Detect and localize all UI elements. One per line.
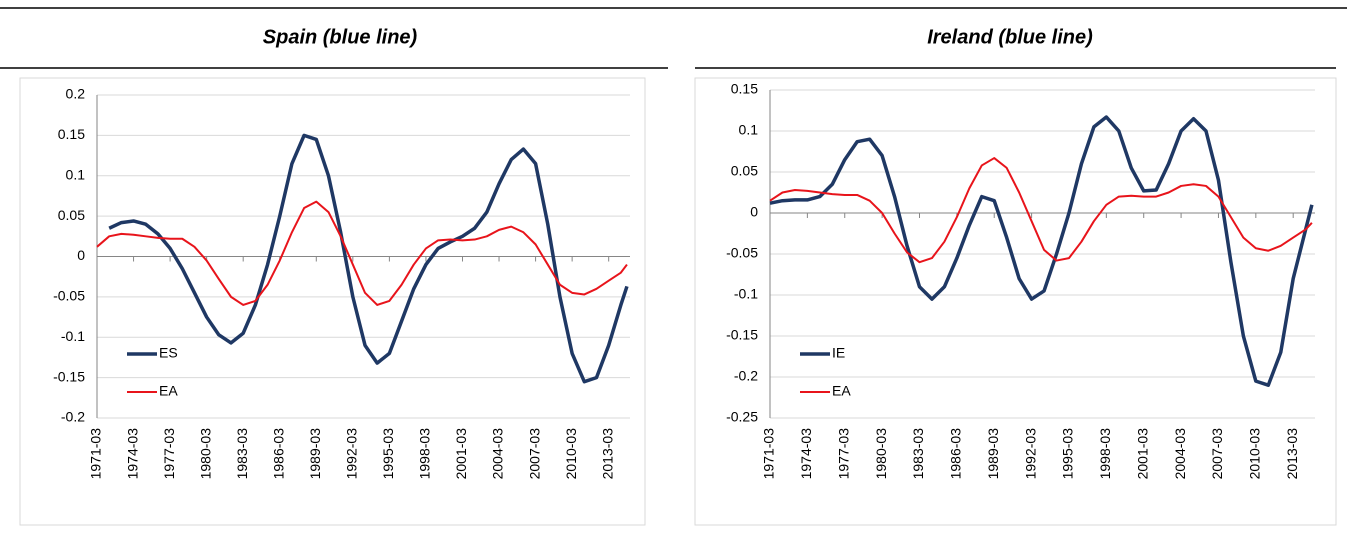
chart-title: Spain (blue line) [263,26,418,48]
y-tick-label: 0 [77,247,85,263]
x-tick-label: 2001-03 [453,428,469,480]
x-tick-label: 1995-03 [1060,428,1076,480]
x-tick-label: 2004-03 [490,428,506,480]
x-tick-label: 1980-03 [197,428,213,480]
y-tick-label: -0.05 [726,245,758,261]
y-tick-label: 0.05 [731,163,758,179]
x-tick-label: 2007-03 [1209,428,1225,480]
x-tick-label: 2007-03 [526,428,542,480]
y-tick-label: -0.15 [53,368,85,384]
x-tick-label: 1998-03 [1097,428,1113,480]
x-tick-label: 1977-03 [161,428,177,480]
y-tick-label: 0 [750,204,758,220]
x-tick-label: 1986-03 [270,428,286,480]
x-tick-label: 2001-03 [1134,428,1150,480]
y-tick-label: -0.2 [734,368,758,384]
x-tick-label: 1989-03 [307,428,323,480]
x-tick-label: 1983-03 [910,428,926,480]
x-tick-label: 1974-03 [124,428,140,480]
y-tick-label: 0.05 [58,207,85,223]
x-tick-label: 1992-03 [1022,428,1038,480]
y-tick-label: -0.25 [726,409,758,425]
chart-frame [694,77,1337,526]
series-line [96,200,628,306]
y-tick-label: 0.1 [739,122,759,138]
y-tick-label: 0.15 [58,126,85,142]
x-tick-label: 2013-03 [1284,428,1300,480]
series-line [769,157,1313,264]
legend-label: IE [832,345,845,361]
x-tick-label: 1974-03 [798,428,814,480]
legend-label: EA [832,383,851,399]
x-tick-label: 1977-03 [835,428,851,480]
y-tick-label: 0.15 [731,81,758,97]
x-tick-label: 1995-03 [380,428,396,480]
y-tick-label: -0.05 [53,288,85,304]
series-line [108,133,629,384]
x-tick-label: 2010-03 [563,428,579,480]
x-tick-label: 1971-03 [88,428,104,480]
x-tick-label: 1980-03 [873,428,889,480]
chart-title: Ireland (blue line) [927,26,1093,48]
series-line [769,115,1314,387]
x-tick-label: 2010-03 [1247,428,1263,480]
x-tick-label: 1986-03 [948,428,964,480]
x-tick-label: 2004-03 [1172,428,1188,480]
x-tick-label: 1989-03 [985,428,1001,480]
x-tick-label: 1998-03 [417,428,433,480]
y-tick-label: -0.1 [734,286,758,302]
y-tick-label: 0.1 [66,166,86,182]
y-tick-label: -0.2 [61,409,85,425]
chart-frame [19,77,646,526]
y-tick-label: -0.1 [61,328,85,344]
legend-label: ES [159,345,178,361]
y-tick-label: 0.2 [66,86,86,102]
x-tick-label: 2013-03 [599,428,615,480]
legend-label: EA [159,383,178,399]
x-tick-label: 1983-03 [234,428,250,480]
y-tick-label: -0.15 [726,327,758,343]
x-tick-label: 1971-03 [761,428,777,480]
x-tick-label: 1992-03 [344,428,360,480]
